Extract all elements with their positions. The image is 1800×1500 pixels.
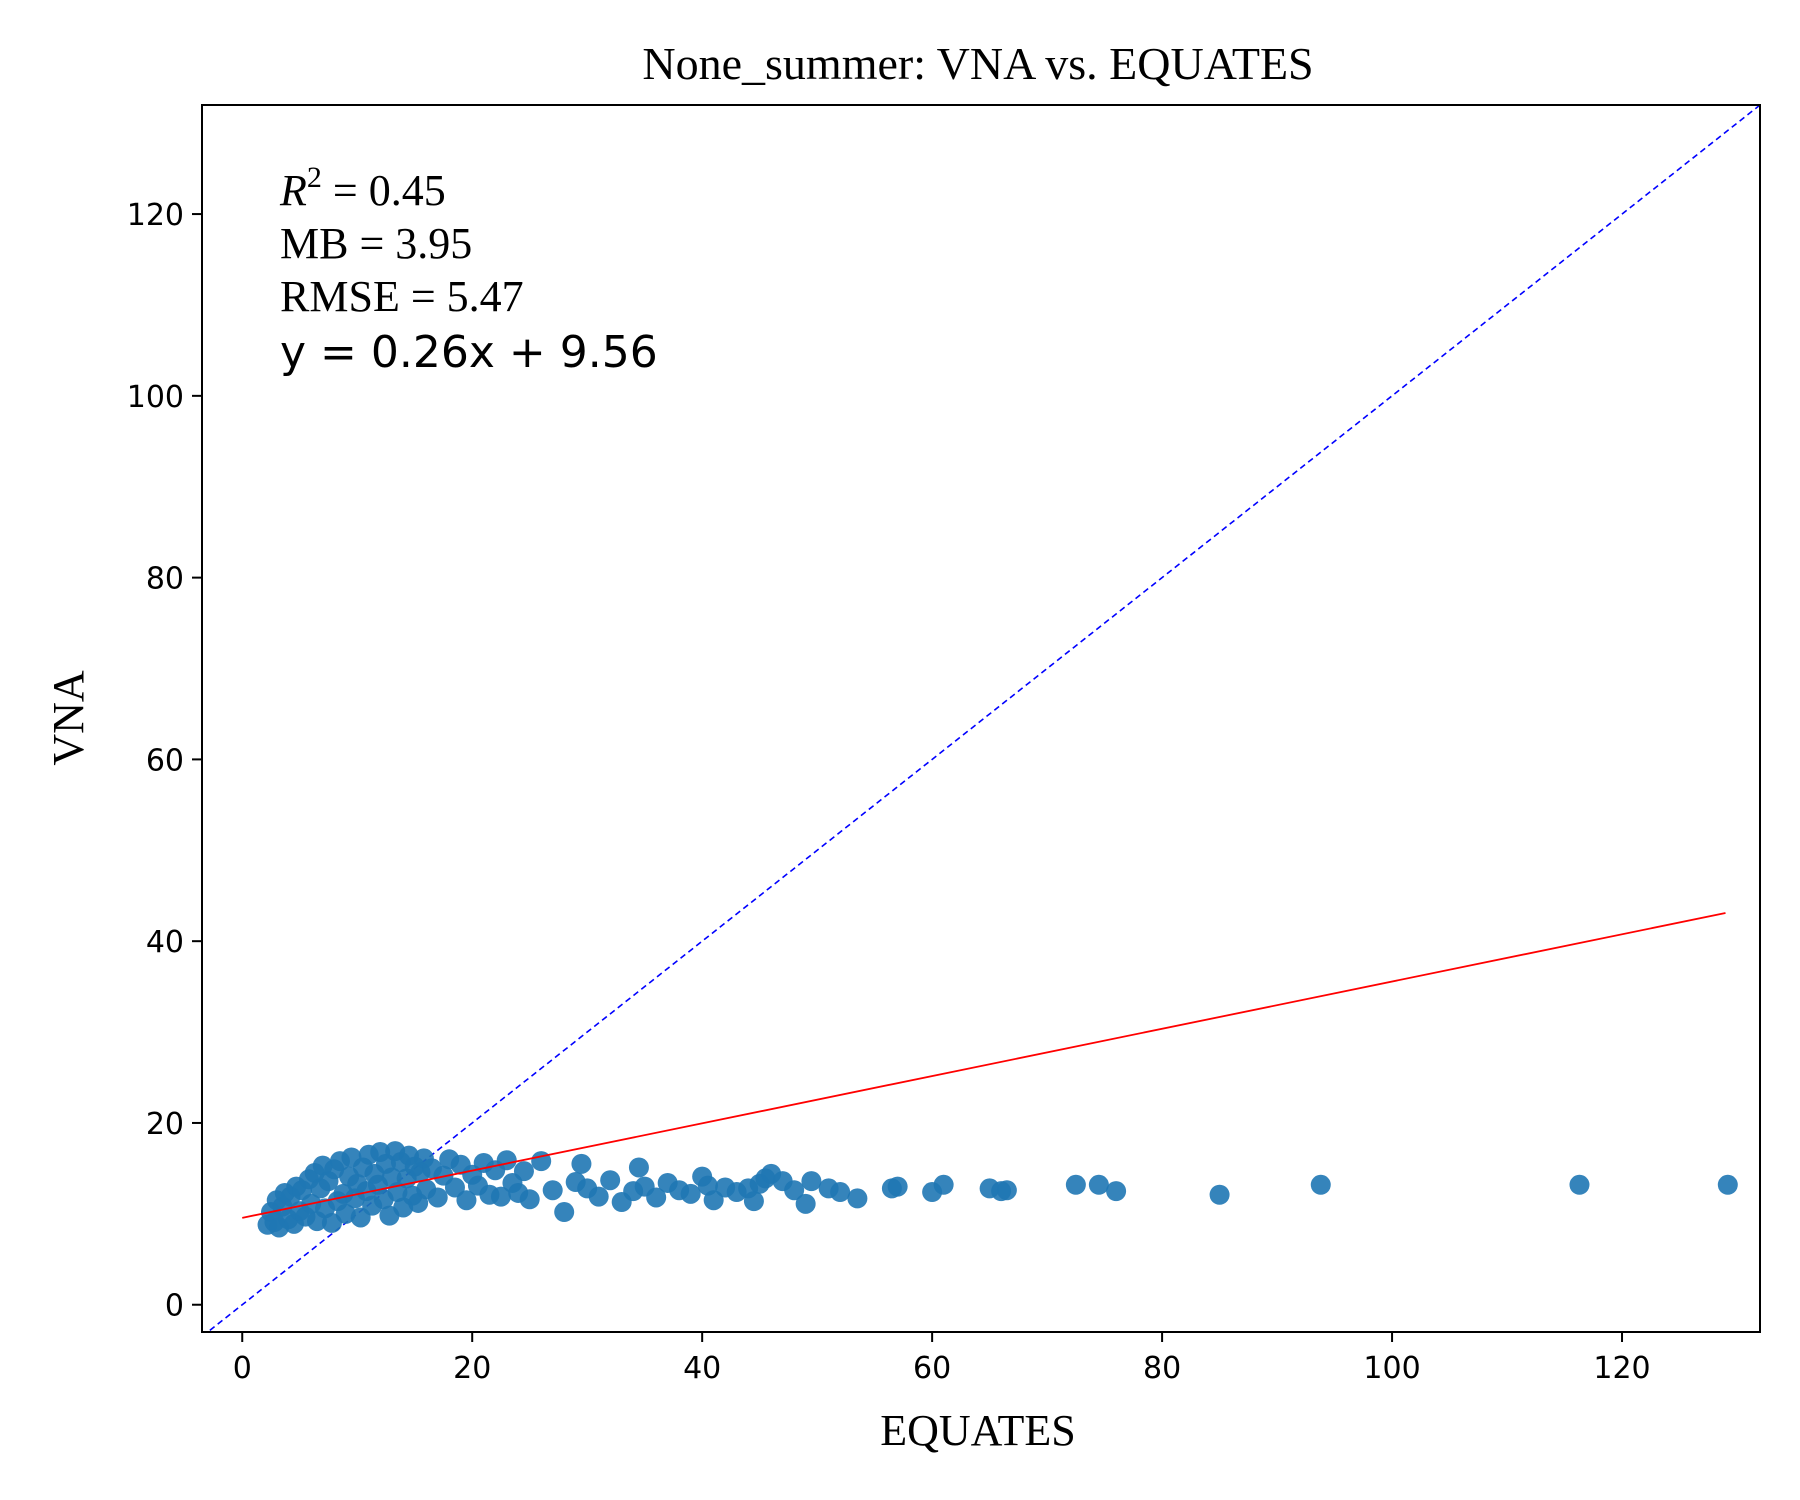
r2-symbol: R [279,166,307,215]
scatter-point [646,1187,667,1208]
regression-line [242,912,1726,1219]
y-tick-label: 60 [146,743,184,778]
scatter-point [743,1191,764,1212]
x-tick-label: 100 [1363,1351,1420,1386]
x-tick-label: 80 [1143,1351,1181,1386]
scatter-points [257,1141,1738,1238]
mb-stat: MB = 3.95 [280,219,472,268]
scatter-point [703,1190,724,1211]
scatter-point [847,1188,868,1209]
r2-superscript: 2 [307,161,322,194]
scatter-point [554,1202,575,1223]
scatter-point [784,1180,805,1201]
scatter-point [519,1189,540,1210]
y-tick-label: 100 [127,380,184,415]
scatter-point [571,1153,592,1174]
scatter-point [887,1176,908,1197]
y-tick-label: 40 [146,925,184,960]
r2-value: = 0.45 [322,166,446,215]
scatter-point [628,1157,649,1178]
y-tick-label: 120 [127,198,184,233]
scatter-point [513,1161,534,1182]
y-tick-label: 20 [146,1107,184,1142]
scatter-point [456,1190,477,1211]
scatter-point [680,1183,701,1204]
x-tick-label: 0 [233,1351,252,1386]
r2-stat: R2 = 0.45 [279,161,446,215]
scatter-point [1088,1174,1109,1195]
x-axis: 0 20 40 60 80 100 120 [233,1332,1651,1386]
y-tick-label: 80 [146,562,184,597]
x-tick-label: 60 [913,1351,951,1386]
scatter-point [1065,1174,1086,1195]
scatter-point [795,1193,816,1214]
scatter-point [830,1182,851,1203]
scatter-point [996,1180,1017,1201]
scatter-point [1106,1181,1127,1202]
scatter-point [600,1170,621,1191]
scatter-point [933,1174,954,1195]
y-axis: 0 20 40 60 80 100 120 [127,198,202,1324]
plot-area [206,105,1760,1332]
scatter-point [1209,1184,1230,1205]
rmse-stat: RMSE = 5.47 [280,272,524,321]
chart-title: None_summer: VNA vs. EQUATES [642,38,1313,89]
scatter-point [1310,1174,1331,1195]
scatter-point [1717,1174,1738,1195]
scatter-point [496,1150,517,1171]
scatter-point [542,1180,563,1201]
x-axis-label: EQUATES [880,1406,1076,1455]
scatter-point [801,1171,822,1192]
scatter-point [490,1186,511,1207]
scatter-point [444,1177,465,1198]
x-tick-label: 120 [1593,1351,1650,1386]
x-tick-label: 40 [683,1351,721,1386]
one-to-one-line [206,105,1760,1332]
scatter-point [335,1203,356,1224]
regression-equation: y = 0.26x + 9.56 [280,327,658,378]
scatter-point [427,1187,448,1208]
y-tick-label: 0 [165,1289,184,1324]
y-axis-label: VNA [44,670,93,766]
scatter-point [588,1186,609,1207]
plot-frame [201,104,1761,1333]
x-tick-label: 20 [453,1351,491,1386]
stats-annotation: R2 = 0.45 MB = 3.95 RMSE = 5.47 y = 0.26… [279,161,658,378]
scatter-point [1569,1174,1590,1195]
